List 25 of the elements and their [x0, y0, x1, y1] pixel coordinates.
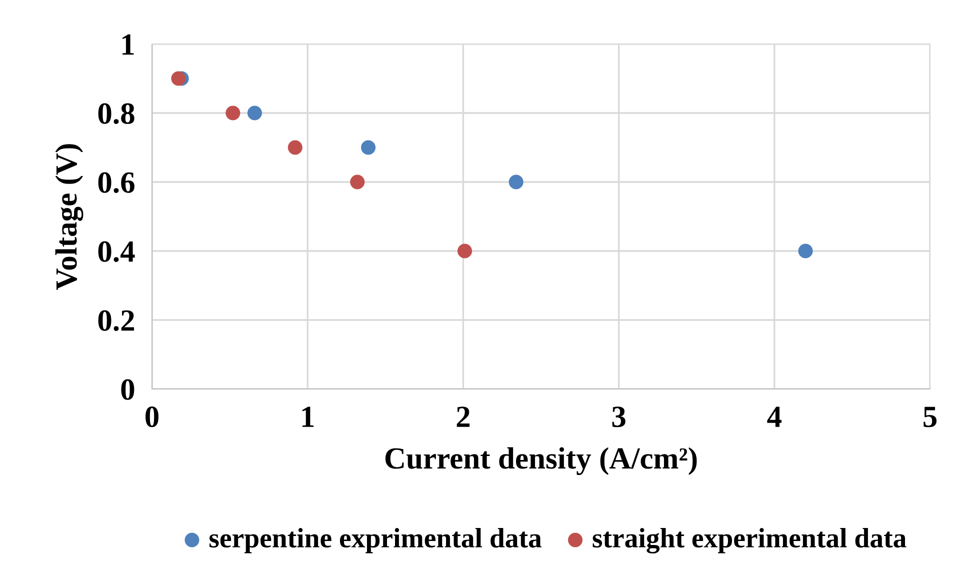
point — [350, 174, 365, 190]
point — [361, 140, 376, 155]
point — [508, 174, 524, 190]
point — [798, 244, 813, 258]
point — [247, 106, 262, 120]
x-tick-label: 3 — [612, 406, 626, 428]
legend-label: serpentine exprimental data — [209, 528, 542, 554]
point — [457, 244, 472, 258]
y-tick-label: 0.4 — [98, 241, 135, 262]
y-tick-label: 0 — [121, 379, 134, 400]
x-tick-label: 1 — [302, 406, 314, 427]
x-tick-label: 5 — [924, 406, 937, 428]
legend-label: straight experimental data — [592, 528, 906, 554]
x-tick-label: 4 — [767, 406, 782, 427]
x-axis-title: Current density (A/cm²) — [385, 447, 697, 476]
x-tick-label: 0 — [146, 406, 158, 428]
point — [288, 140, 302, 155]
y-tick-label: 1 — [122, 34, 134, 55]
x-tick-label: 2 — [456, 406, 470, 427]
y-axis-title: Voltage (V) — [55, 144, 84, 290]
point — [226, 106, 240, 120]
y-tick-label: 0.2 — [98, 310, 134, 332]
y-tick-label: 0.6 — [98, 172, 134, 194]
point — [171, 71, 186, 86]
y-tick-label: 0.8 — [98, 103, 134, 124]
